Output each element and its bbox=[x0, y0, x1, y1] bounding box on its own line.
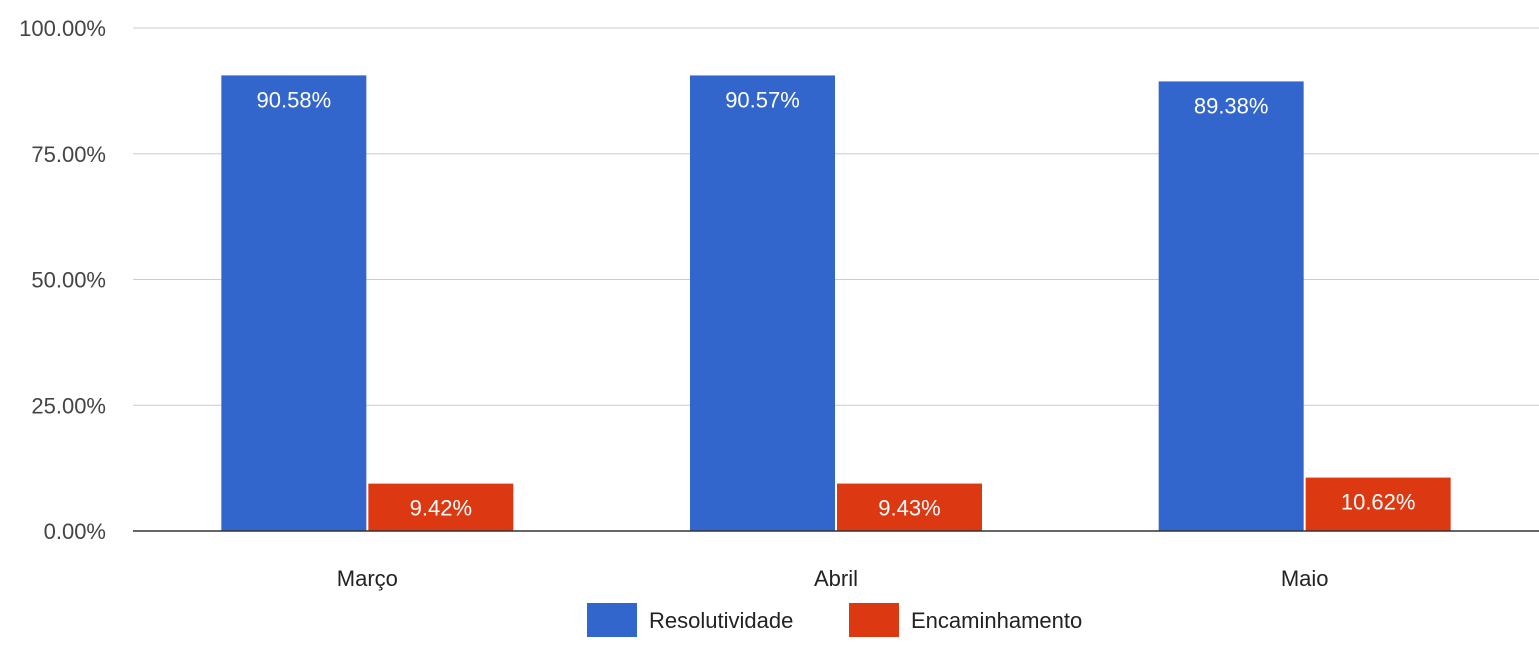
data-label: 9.42% bbox=[410, 496, 472, 521]
data-label: 90.58% bbox=[257, 87, 332, 112]
x-tick-label: Março bbox=[337, 566, 398, 591]
legend-label-resolutividade: Resolutividade bbox=[649, 608, 793, 633]
data-label: 89.38% bbox=[1194, 93, 1269, 118]
x-tick-label: Abril bbox=[814, 566, 858, 591]
y-tick-label: 0.00% bbox=[44, 519, 106, 544]
bars: 90.58% 9.42% 90.57% 9.43% 89.38% 10.62% bbox=[221, 75, 1451, 532]
bar-encaminhamento-1 bbox=[837, 483, 982, 531]
bar-resolutividade-2 bbox=[1158, 81, 1304, 531]
legend-swatch-resolutividade bbox=[587, 603, 637, 637]
x-axis-tick-labels: Março Abril Maio bbox=[337, 566, 1329, 591]
y-tick-label: 25.00% bbox=[31, 393, 106, 418]
y-tick-label: 50.00% bbox=[31, 268, 106, 293]
bar-encaminhamento-2 bbox=[1305, 477, 1451, 531]
y-tick-label: 75.00% bbox=[31, 142, 106, 167]
legend-swatch-encaminhamento bbox=[849, 603, 899, 637]
y-axis-tick-labels: 0.00% 25.00% 50.00% 75.00% 100.00% bbox=[19, 16, 106, 544]
legend-label-encaminhamento: Encaminhamento bbox=[911, 608, 1082, 633]
data-label: 10.62% bbox=[1341, 490, 1416, 515]
y-tick-label: 100.00% bbox=[19, 16, 106, 41]
data-label: 90.57% bbox=[725, 87, 800, 112]
legend: Resolutividade Encaminhamento bbox=[587, 603, 1082, 637]
bar-resolutividade-1 bbox=[690, 75, 835, 532]
bar-resolutividade-0 bbox=[221, 75, 367, 531]
data-label: 9.43% bbox=[878, 496, 940, 521]
x-tick-label: Maio bbox=[1281, 566, 1329, 591]
bar-encaminhamento-0 bbox=[368, 483, 514, 531]
gridlines bbox=[133, 27, 1539, 406]
